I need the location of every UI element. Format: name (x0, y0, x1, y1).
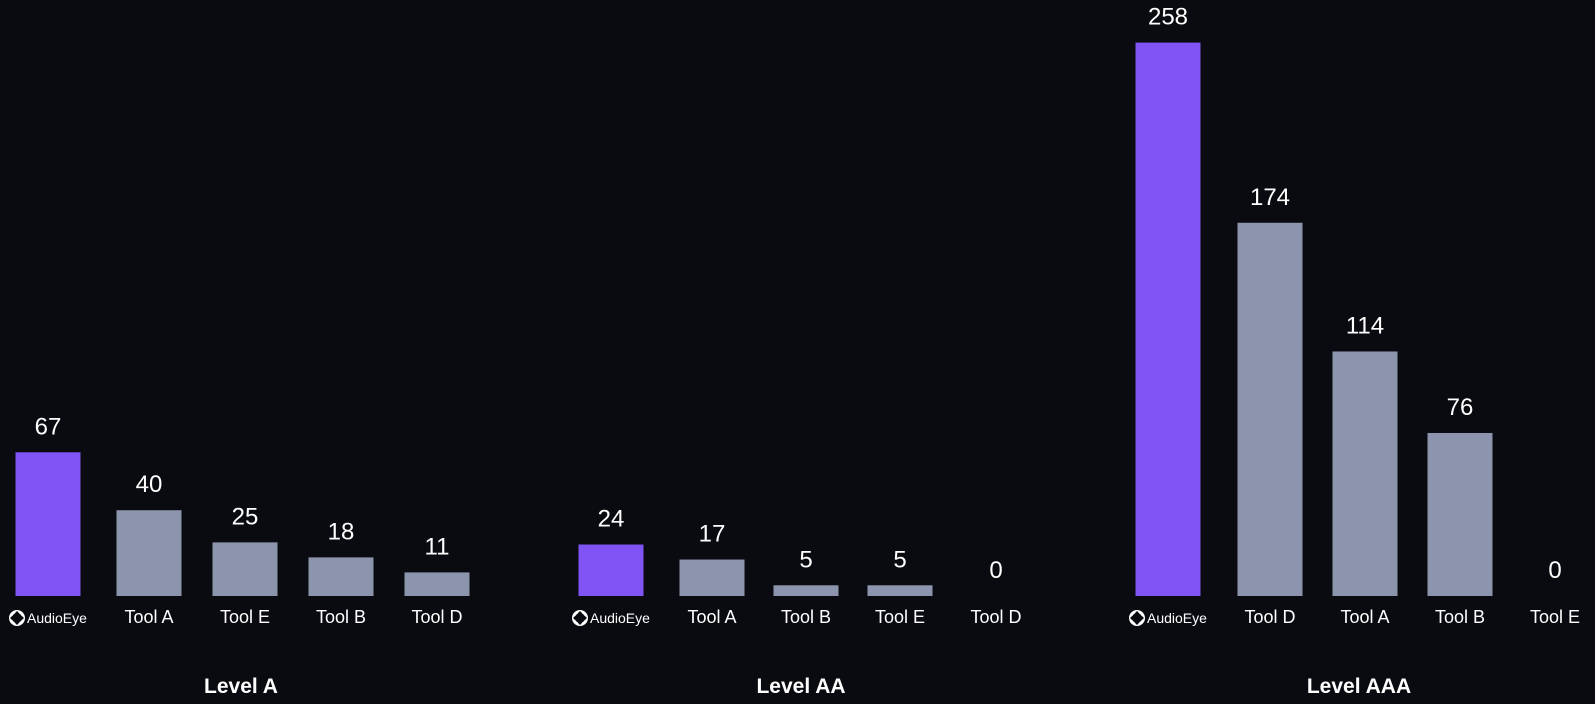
bar-value-label: 25 (232, 503, 259, 530)
panel-axis-label: Level AA (756, 675, 845, 698)
tick-label: Tool E (1530, 607, 1580, 627)
bar-tool-a (1332, 351, 1398, 596)
chart-panel-3: 258 AudioEye 174 Tool D 114 Tool A 76 Tool B 0 To… (1129, 4, 1580, 698)
chart-panel-1: 67 AudioEye 40 Tool A 25 Tool E 18 Tool B 11 Tool… (9, 413, 470, 698)
tick-label: Tool D (970, 607, 1021, 627)
tick-label-audioeye: AudioEye (1147, 610, 1207, 626)
bar-value-label: 18 (328, 518, 355, 545)
bar-tool-e (212, 542, 278, 596)
bar-value-label: 5 (893, 546, 906, 573)
brand-tick-label: AudioEye (572, 610, 650, 626)
bar-value-label: 174 (1250, 184, 1290, 211)
tick-label: Tool A (1340, 607, 1389, 627)
audioeye-logo-icon-notch (1139, 615, 1144, 621)
bar-value-label: 5 (799, 546, 812, 573)
tick-label-audioeye: AudioEye (27, 610, 87, 626)
tick-label: Tool B (316, 607, 366, 627)
bar-tool-d (1237, 222, 1303, 596)
brand-tick-label: AudioEye (9, 610, 87, 626)
bar-value-label: 17 (699, 521, 726, 548)
bar-tool-b (1427, 432, 1493, 596)
tick-label: Tool B (1435, 607, 1485, 627)
bar-value-label: 0 (989, 557, 1002, 584)
bar-tool-a (679, 559, 745, 596)
tick-label: Tool E (220, 607, 270, 627)
tick-label: Tool A (687, 607, 736, 627)
audioeye-logo-icon-notch (582, 615, 587, 621)
tick-label: Tool D (411, 607, 462, 627)
bar-audioeye (15, 452, 81, 596)
bar-value-label: 24 (598, 506, 625, 533)
bar-tool-b (308, 557, 374, 596)
bar-value-label: 67 (35, 413, 62, 440)
bar-tool-e (867, 585, 933, 596)
bar-value-label: 40 (136, 471, 163, 498)
audioeye-logo-icon-notch (1134, 620, 1140, 625)
panel-axis-label: Level AAA (1307, 675, 1411, 698)
bar-tool-b (773, 585, 839, 596)
brand-tick-label: AudioEye (1129, 610, 1207, 626)
tick-label: Tool B (781, 607, 831, 627)
audioeye-logo-icon-notch (1130, 615, 1135, 621)
tick-label: Tool E (875, 607, 925, 627)
bar-value-label: 0 (1548, 557, 1561, 584)
panel-axis-label: Level A (204, 675, 278, 698)
tick-label: Tool D (1244, 607, 1295, 627)
tick-label-audioeye: AudioEye (590, 610, 650, 626)
bar-tool-d (404, 572, 470, 596)
bar-audioeye (1135, 42, 1201, 596)
tick-label: Tool A (124, 607, 173, 627)
chart-panel-2: 24 AudioEye 17 Tool A 5 Tool B 5 Tool E 0 Tool D L… (572, 506, 1022, 698)
bar-value-label: 114 (1346, 312, 1384, 339)
audioeye-logo-icon-notch (577, 620, 583, 625)
bar-tool-a (116, 510, 182, 596)
bar-value-label: 76 (1447, 394, 1474, 421)
bar-value-label: 258 (1148, 4, 1188, 31)
bar-audioeye (578, 544, 644, 596)
bar-value-label: 11 (425, 533, 450, 560)
